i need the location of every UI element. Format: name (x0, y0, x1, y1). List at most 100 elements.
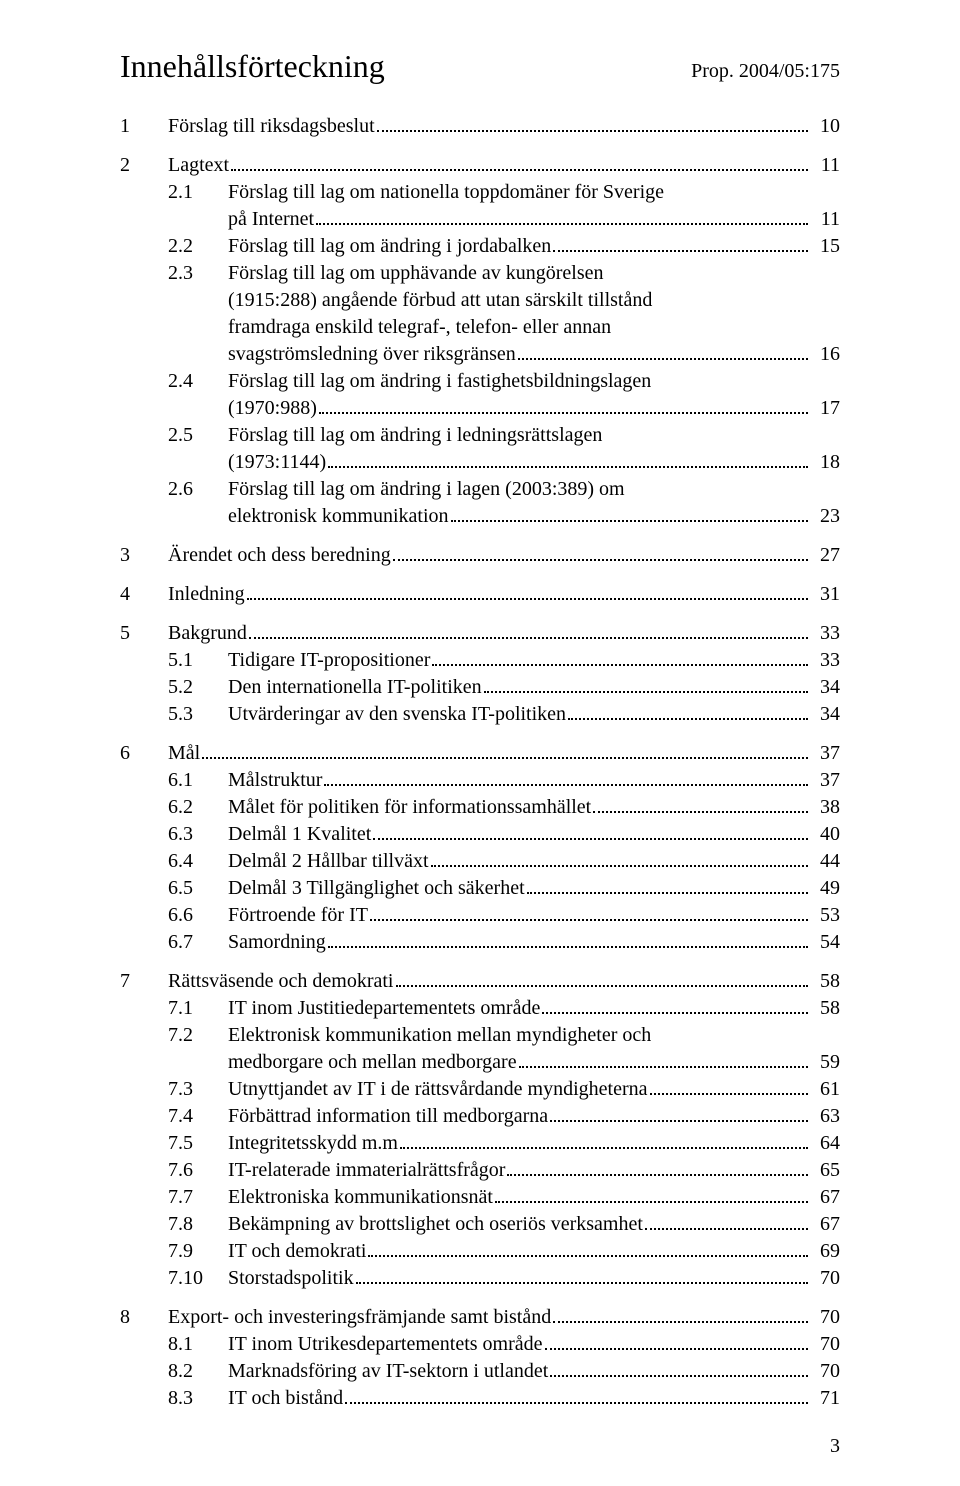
toc-entry-level1: 6Mål37 (120, 740, 840, 767)
toc-page-number: 33 (810, 647, 840, 674)
toc-entry-text: Förbättrad information till medborgarna (228, 1103, 548, 1130)
toc-leader (247, 598, 808, 600)
toc-leader (370, 919, 808, 921)
toc-text-col: Integritetsskydd m.m64 (228, 1130, 840, 1157)
toc-text-col: Förtroende för IT53 (228, 902, 840, 929)
toc-entry-level2: 2.2Förslag till lag om ändring i jordaba… (120, 233, 840, 260)
toc-text-col: Lagtext11 (168, 152, 840, 179)
toc-subnumber: 7.8 (168, 1211, 228, 1238)
toc-entry-level2: 6.7Samordning54 (120, 929, 840, 956)
toc-entry-text: Elektroniska kommunikationsnät (228, 1184, 493, 1211)
toc-page-number: 38 (810, 794, 840, 821)
toc-entry-text: Samordning (228, 929, 326, 956)
toc-text-col: (1970:988)17 (228, 395, 840, 422)
toc-text-col: IT inom Utrikesdepartementets område70 (228, 1331, 840, 1358)
toc-text-col: elektronisk kommunikation23 (228, 503, 840, 530)
toc-subnumber: 2.2 (168, 233, 228, 260)
toc-leader (249, 637, 808, 639)
toc-entry-level2: 5.3Utvärderingar av den svenska IT-polit… (120, 701, 840, 728)
toc-subnumber: 6.1 (168, 767, 228, 794)
toc-entry-text: Export- och investeringsfrämjande samt b… (168, 1304, 551, 1331)
toc-entry-level1: 7Rättsväsende och demokrati58 (120, 968, 840, 995)
toc-entry-level2: 2.4Förslag till lag om ändring i fastigh… (120, 368, 840, 395)
toc-text-col: Förslag till lag om ändring i ledningsrä… (228, 422, 840, 449)
toc-text-col: (1915:288) angående förbud att utan särs… (228, 287, 840, 314)
toc-entry-level2: 7.7Elektroniska kommunikationsnät 67 (120, 1184, 840, 1211)
toc-subnumber: 6.3 (168, 821, 228, 848)
toc-page-number: 23 (810, 503, 840, 530)
prop-label: Prop. 2004/05:175 (691, 60, 840, 83)
toc-entry-level1: 3Ärendet och dess beredning27 (120, 542, 840, 569)
toc-text-col: Förslag till lag om upphävande av kungör… (228, 260, 840, 287)
toc-entry-text: Integritetsskydd m.m (228, 1130, 398, 1157)
toc-leader (368, 1255, 808, 1257)
toc-leader (527, 892, 808, 894)
toc-leader (328, 466, 808, 468)
toc-entry-text: Förtroende för IT (228, 902, 368, 929)
toc-leader (484, 691, 808, 693)
toc-entry-text: Bekämpning av brottslighet och oseriös v… (228, 1211, 643, 1238)
toc-subnumber: 7.10 (168, 1265, 228, 1292)
toc-page-number: 67 (810, 1184, 840, 1211)
toc-leader (432, 664, 808, 666)
toc-text-col: IT inom Justitiedepartementets område58 (228, 995, 840, 1022)
toc-subnumber: 6.6 (168, 902, 228, 929)
toc-page-number: 33 (810, 620, 840, 647)
toc-entry-level2: 7.10Storstadspolitik70 (120, 1265, 840, 1292)
toc-title: Innehållsförteckning (120, 48, 385, 85)
toc-leader (593, 811, 808, 813)
toc-page-number: 58 (810, 968, 840, 995)
toc-text-col: framdraga enskild telegraf-, telefon- el… (228, 314, 840, 341)
toc-subnumber: 7.7 (168, 1184, 228, 1211)
toc-entry-level2: medborgare och mellan medborgare 59 (120, 1049, 840, 1076)
toc-number: 6 (120, 740, 168, 767)
toc-text-col: svagströmsledning över riksgränsen16 (228, 341, 840, 368)
toc-entry-level2: 7.2Elektronisk kommunikation mellan mynd… (120, 1022, 840, 1049)
toc-leader (650, 1093, 809, 1095)
toc-entry-text: Elektronisk kommunikation mellan myndigh… (228, 1022, 651, 1049)
toc-text-col: Export- och investeringsfrämjande samt b… (168, 1304, 840, 1331)
toc-text-col: Ärendet och dess beredning27 (168, 542, 840, 569)
toc-number: 5 (120, 620, 168, 647)
toc-text-col: Storstadspolitik70 (228, 1265, 840, 1292)
toc-subnumber: 2.3 (168, 260, 228, 287)
toc-entry-level2: (1970:988)17 (120, 395, 840, 422)
toc-entry-level2: 7.5Integritetsskydd m.m64 (120, 1130, 840, 1157)
toc-leader (328, 946, 808, 948)
toc-subnumber: 7.6 (168, 1157, 228, 1184)
toc-entry-level1: 8Export- och investeringsfrämjande samt … (120, 1304, 840, 1331)
toc-leader (319, 412, 808, 414)
toc-entry-level2: 8.3IT och bistånd71 (120, 1385, 840, 1412)
header-row: Innehållsförteckning Prop. 2004/05:175 (120, 48, 840, 85)
toc-text-col: Tidigare IT-propositioner33 (228, 647, 840, 674)
toc-page-number: 59 (810, 1049, 840, 1076)
toc-leader (373, 838, 808, 840)
toc-entry-text: medborgare och mellan medborgare (228, 1049, 517, 1076)
toc-entry-text: Förslag till lag om upphävande av kungör… (228, 260, 603, 287)
toc-page-number: 54 (810, 929, 840, 956)
toc-page-number: 34 (810, 674, 840, 701)
toc-entry-level1: 2Lagtext11 (120, 152, 840, 179)
toc-leader (202, 757, 808, 759)
toc-entry-level2: 2.3Förslag till lag om upphävande av kun… (120, 260, 840, 287)
toc-entry-text: Utvärderingar av den svenska IT-politike… (228, 701, 566, 728)
toc-page-number: 16 (810, 341, 840, 368)
toc-text-col: Målstruktur37 (228, 767, 840, 794)
toc-entry-text: Inledning (168, 581, 245, 608)
toc-leader (316, 223, 808, 225)
toc-text-col: Målet för politiken för informationssamh… (228, 794, 840, 821)
toc-entry-text: Förslag till lag om ändring i fastighets… (228, 368, 651, 395)
toc-text-col: Utvärderingar av den svenska IT-politike… (228, 701, 840, 728)
toc-text-col: IT och demokrati69 (228, 1238, 840, 1265)
toc-subnumber: 8.1 (168, 1331, 228, 1358)
toc-text-col: Mål37 (168, 740, 840, 767)
toc-subnumber: 6.2 (168, 794, 228, 821)
toc-entry-level2: 6.5Delmål 3 Tillgänglighet och säkerhet4… (120, 875, 840, 902)
toc-entry-text: Förslag till lag om ändring i ledningsrä… (228, 422, 602, 449)
toc-leader (345, 1402, 808, 1404)
toc-page-number: 31 (810, 581, 840, 608)
toc-subnumber: 5.2 (168, 674, 228, 701)
toc-entry-level2: 8.2Marknadsföring av IT-sektorn i utland… (120, 1358, 840, 1385)
toc-page-number: 18 (810, 449, 840, 476)
toc-text-col: Förslag till lag om ändring i fastighets… (228, 368, 840, 395)
